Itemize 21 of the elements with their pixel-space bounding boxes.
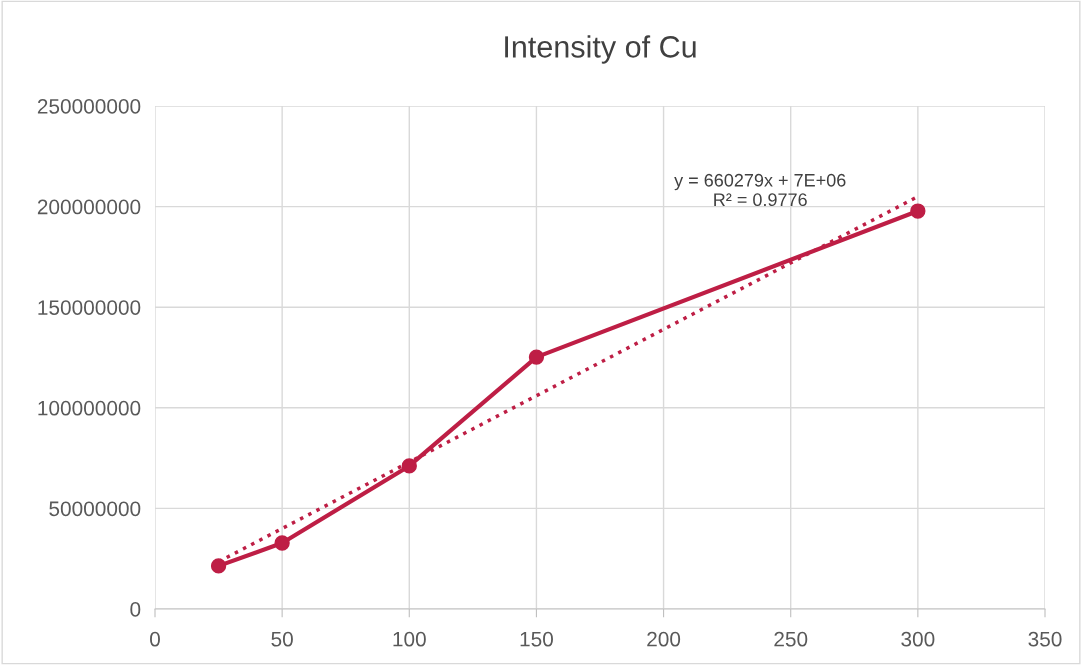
x-tick-label: 300 (901, 631, 935, 647)
x-tick-label: 50 (271, 631, 293, 647)
point (528, 349, 545, 365)
annotation: y = 660279x + 7E+06 R² = 0.9776 (674, 173, 846, 207)
x-tick-label: 200 (647, 631, 681, 647)
y-tick-label: 0 (130, 602, 141, 617)
x-tick-label: 150 (520, 631, 553, 647)
chart-title: Intensity of Cu (505, 35, 696, 64)
x-tick-label: 350 (1028, 631, 1062, 647)
y-tick-label: 150000000 (38, 300, 141, 315)
y-tick-label: 200000000 (37, 199, 141, 215)
x-tick-label: 100 (393, 631, 426, 647)
y-tick-label: 50000000 (49, 501, 141, 517)
point (910, 203, 926, 219)
point (401, 458, 417, 474)
x-tick-label: 0 (150, 631, 160, 647)
y-tick-label: 250000000 (37, 99, 141, 114)
y-tick-label: 100000000 (38, 400, 141, 416)
point (210, 558, 227, 574)
x-tick-label: 250 (774, 631, 808, 647)
point (274, 535, 290, 551)
